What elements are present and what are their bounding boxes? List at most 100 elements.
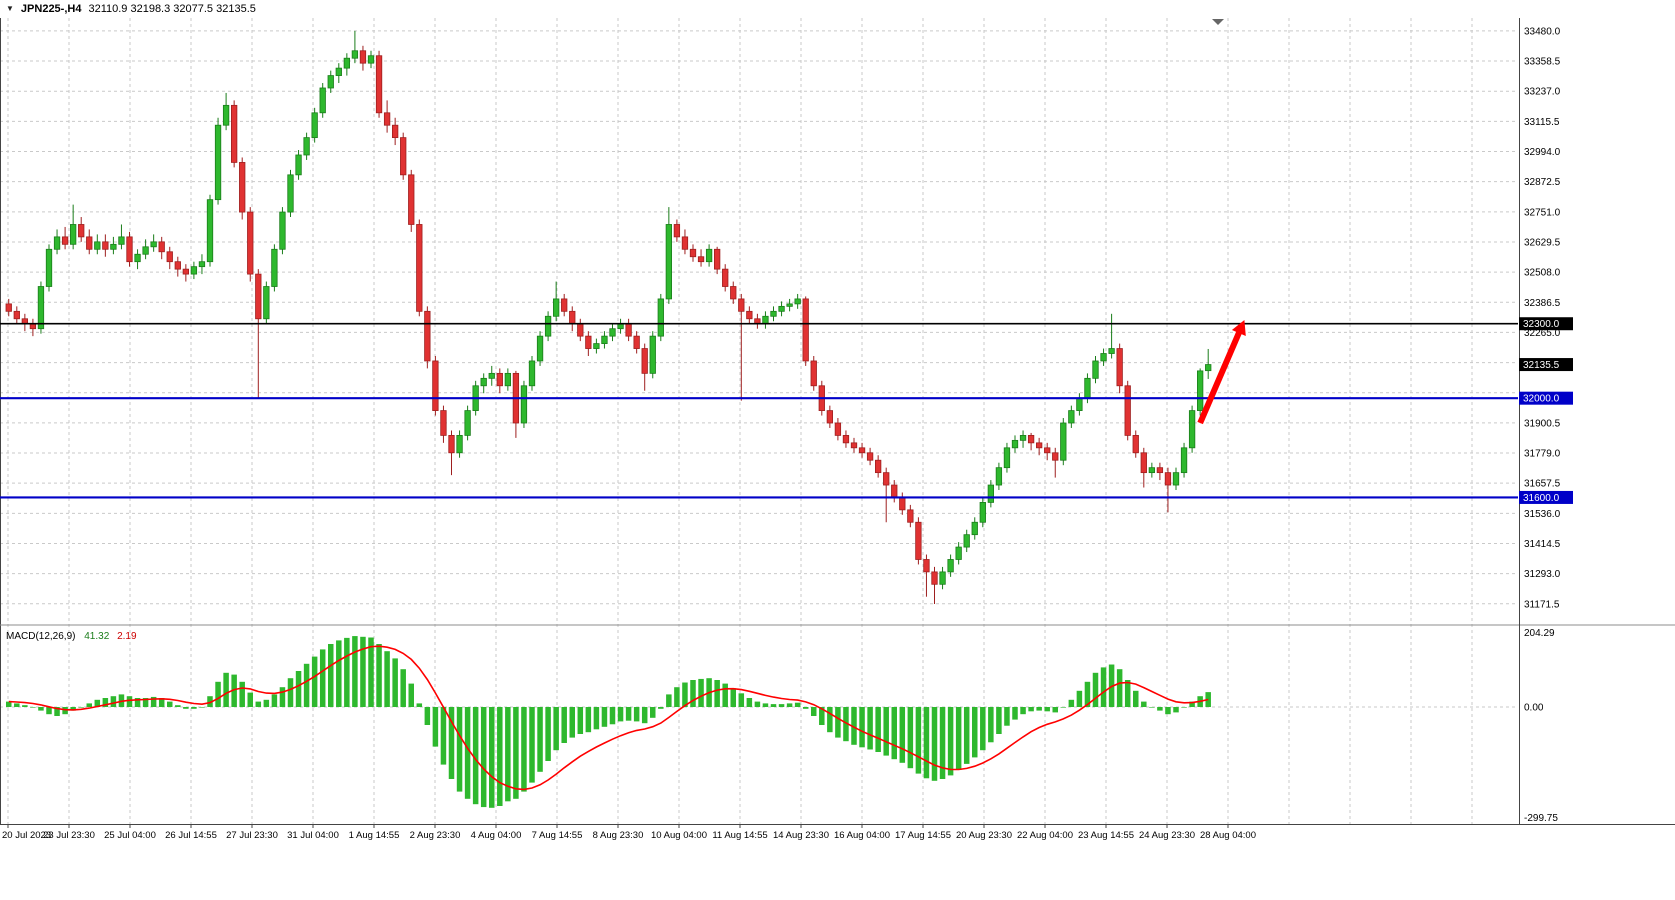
candle: [1084, 377, 1091, 399]
macd-bar: [1028, 707, 1034, 712]
price-axis-label: 32751.0: [1524, 207, 1561, 218]
macd-bar: [794, 702, 801, 707]
macd-bar: [158, 698, 165, 707]
time-axis-label: 16 Aug 04:00: [834, 830, 890, 841]
macd-bar: [110, 696, 117, 707]
candle: [383, 112, 391, 126]
macd-bar: [344, 637, 350, 707]
macd-bar: [432, 707, 439, 747]
macd-bar: [569, 707, 575, 738]
macd-bar: [352, 636, 358, 707]
time-axis-label: 10 Aug 04:00: [651, 830, 707, 841]
candle: [544, 315, 552, 337]
candle: [883, 472, 890, 486]
macd-bar: [400, 669, 406, 707]
trend-arrow-head[interactable]: [1231, 320, 1246, 336]
price-tag-label: 32135.5: [1523, 360, 1560, 371]
macd-bar: [915, 707, 922, 774]
candle: [53, 236, 61, 250]
symbol-info-bar: ▼ JPN225-,H4 32110.9 32198.3 32077.5 321…: [0, 0, 1675, 18]
candle: [110, 243, 117, 250]
macd-bar: [62, 707, 68, 715]
candle: [625, 323, 632, 337]
time-axis-label: 23 Jul 23:30: [43, 830, 95, 841]
macd-bar: [762, 703, 769, 707]
macd-bar: [1133, 690, 1139, 707]
macd-bar: [46, 707, 52, 715]
candle: [416, 224, 423, 312]
macd-scale-zero: 0.00: [1524, 703, 1544, 714]
macd-signal-line: [8, 645, 1209, 791]
candle: [1156, 467, 1164, 474]
candle: [1100, 353, 1107, 362]
time-axis-label: 28 Aug 04:00: [1200, 830, 1256, 841]
candle: [303, 137, 310, 156]
macd-bar: [553, 707, 559, 751]
price-axis-label: 32265.0: [1524, 328, 1561, 339]
macd-bar: [1165, 707, 1171, 715]
candle: [222, 104, 230, 126]
candle: [705, 248, 713, 263]
macd-bar: [875, 707, 881, 752]
candle: [45, 248, 53, 287]
price-tag[interactable]: [1519, 391, 1573, 405]
macd-bar: [730, 688, 736, 707]
macd-bar: [883, 707, 889, 756]
trend-arrow-shaft[interactable]: [1197, 328, 1244, 425]
candle: [1148, 467, 1155, 474]
trend-arrow-layer[interactable]: [1197, 320, 1246, 425]
candle: [126, 236, 133, 263]
candle: [408, 174, 415, 225]
candle: [1052, 452, 1059, 461]
price-axis-label: 31171.5: [1524, 599, 1560, 610]
candle: [1019, 435, 1027, 441]
time-axis-label: 23 Aug 14:55: [1078, 830, 1134, 841]
macd-bar: [545, 707, 551, 761]
macd-bar: [295, 671, 302, 707]
candle: [239, 162, 246, 213]
candle: [440, 410, 447, 436]
macd-bar: [22, 705, 28, 707]
macd-bar: [191, 707, 197, 709]
macd-layer: [0, 624, 1675, 808]
macd-bar: [489, 707, 495, 808]
price-tag[interactable]: [1519, 490, 1573, 504]
macd-scale-min: -299.75: [1524, 813, 1558, 824]
candle: [987, 484, 994, 503]
price-tag[interactable]: [1519, 358, 1573, 372]
macd-bar: [424, 707, 431, 725]
chart-shift-marker-icon[interactable]: [1212, 19, 1224, 25]
candle: [247, 211, 254, 275]
macd-bar: [247, 692, 253, 707]
macd-bar: [996, 707, 1002, 734]
macd-bar: [561, 707, 567, 743]
price-axis-label: 31536.0: [1524, 509, 1561, 520]
candle: [367, 55, 375, 64]
macd-bar: [988, 707, 994, 743]
symbol-title: JPN225-,H4: [20, 3, 82, 15]
candle: [826, 410, 833, 424]
candle: [722, 268, 729, 287]
symbol-dropdown-icon[interactable]: ▼: [6, 4, 14, 13]
macd-bar: [585, 707, 592, 733]
candle: [593, 343, 600, 349]
time-axis-label: 11 Aug 14:55: [712, 830, 767, 841]
candle: [1060, 422, 1067, 461]
chart-canvas[interactable]: 33480.0 33358.5 33237.0 33115.5 32994.0 32872…: [0, 18, 1675, 900]
candle: [351, 50, 359, 59]
horizontal-lines-layer[interactable]: [0, 322, 1518, 499]
macd-bar: [94, 699, 101, 707]
macd-bar: [521, 707, 527, 792]
price-axis-label: 33115.5: [1524, 117, 1560, 128]
candle: [182, 268, 190, 275]
time-axis-label: 31 Jul 04:00: [287, 830, 339, 841]
macd-bar: [1068, 699, 1075, 707]
price-axis[interactable]: 33480.0 33358.5 33237.0 33115.5 32994.0 32872…: [1519, 18, 1573, 824]
price-tag-label: 32000.0: [1523, 394, 1560, 405]
macd-bar: [1076, 690, 1083, 707]
price-tag[interactable]: [1519, 317, 1573, 331]
macd-bar: [1044, 707, 1050, 712]
macd-bar: [746, 698, 753, 707]
macd-bar: [650, 707, 656, 718]
